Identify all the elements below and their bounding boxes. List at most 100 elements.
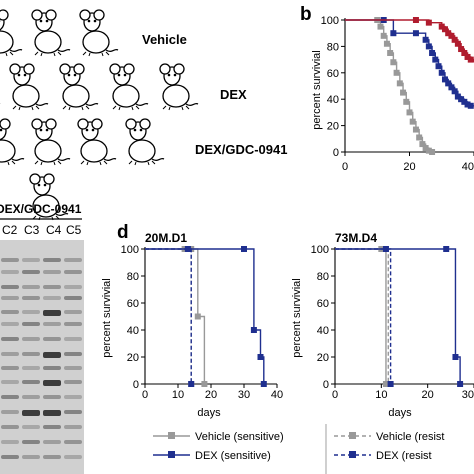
x-tick-label: 10 xyxy=(375,389,387,401)
mouse-icons xyxy=(0,9,199,221)
survival-marker xyxy=(393,69,400,76)
survival-marker xyxy=(241,246,247,252)
x-tick-label: 40 xyxy=(271,389,283,401)
y-axis-label: percent survivial xyxy=(291,278,303,357)
gel-band xyxy=(64,410,82,414)
panel-label-d: d xyxy=(117,222,129,243)
y-axis-label: percent survivial xyxy=(311,50,323,129)
gel-band xyxy=(43,366,61,370)
mouse-icon xyxy=(29,173,69,221)
mouse-icon xyxy=(109,63,149,111)
survival-marker xyxy=(457,381,464,387)
y-axis-label: percent survivial xyxy=(101,278,113,357)
survival-marker xyxy=(380,32,387,39)
gel-image xyxy=(0,240,84,474)
survival-marker xyxy=(441,76,448,83)
gel-band xyxy=(22,310,40,314)
gel-band xyxy=(43,322,61,326)
gel-band xyxy=(43,455,61,459)
survival-marker xyxy=(412,126,419,133)
gel-lane-label: C5 xyxy=(66,223,82,237)
survival-marker xyxy=(432,56,439,63)
survival-marker xyxy=(454,93,461,100)
x-axis-label: days xyxy=(388,407,412,419)
y-tick-label: 40 xyxy=(327,94,339,106)
survival-series-line xyxy=(335,248,461,384)
gel-band xyxy=(64,322,82,326)
survival-marker xyxy=(184,246,191,252)
gel-band xyxy=(22,425,40,429)
legend-item: DEX (resist xyxy=(334,450,432,462)
survival-marker xyxy=(451,36,458,43)
y-tick-label: 0 xyxy=(323,379,329,391)
gel-band xyxy=(22,380,40,384)
mouse-icon xyxy=(79,9,119,57)
x-tick-label: 0 xyxy=(332,389,338,401)
gel-band xyxy=(1,270,19,274)
survival-marker xyxy=(422,145,429,152)
x-tick-label: 30 xyxy=(238,389,250,401)
gel-band xyxy=(64,258,82,262)
mouse-icon xyxy=(9,63,49,111)
x-tick-label: 20 xyxy=(422,389,434,401)
mouse-cartoon-panel: Vehicle DEX DEX/GDC-0941 xyxy=(0,9,287,221)
survival-series-line xyxy=(145,248,192,384)
survival-series-line xyxy=(335,248,389,384)
survival-marker xyxy=(416,134,423,141)
gel-band xyxy=(22,366,40,370)
gel-band xyxy=(43,285,61,289)
mouse-icon xyxy=(0,9,23,57)
gel-band xyxy=(1,380,19,384)
x-tick-label: 20 xyxy=(403,161,415,173)
gel-band xyxy=(22,337,40,341)
gel-band xyxy=(1,410,19,414)
survival-marker xyxy=(419,141,426,148)
survival-marker xyxy=(445,30,452,37)
survival-chart-b: percent survivial 0 20 40 60 80 100 0 20 40 xyxy=(311,15,474,173)
x-tick-label: 20 xyxy=(205,389,217,401)
gel-band xyxy=(43,258,61,262)
x-tick-label: 30 xyxy=(462,389,474,401)
survival-marker xyxy=(445,80,452,87)
survival-marker xyxy=(461,98,468,105)
mouse-icon xyxy=(159,63,199,111)
survival-marker xyxy=(438,23,445,30)
x-tick-label: 40 xyxy=(462,161,474,173)
gel-lane-label: C3 xyxy=(24,223,40,237)
survival-marker xyxy=(461,50,468,56)
legend-marker xyxy=(168,432,175,439)
survival-marker xyxy=(382,246,389,252)
y-tick-label: 80 xyxy=(317,271,329,283)
survival-marker xyxy=(464,101,471,108)
survival-marker xyxy=(448,84,455,91)
x-tick-label: 0 xyxy=(342,161,348,173)
y-tick-label: 80 xyxy=(127,271,139,283)
survival-marker xyxy=(429,149,436,155)
gel-band xyxy=(43,395,61,399)
survival-marker xyxy=(464,53,471,60)
survival-marker xyxy=(425,19,432,26)
gel-band xyxy=(1,310,19,314)
survival-marker xyxy=(452,354,459,360)
survival-chart-20m-d1: 20M.D1 percent survivial days 0 20 40 60 80 1… xyxy=(101,231,283,419)
group-label-dex: DEX xyxy=(220,87,247,102)
survival-marker xyxy=(448,32,455,39)
gel-band xyxy=(22,270,40,274)
gel-band xyxy=(22,322,40,326)
y-tick-label: 20 xyxy=(327,121,339,133)
gel-band xyxy=(1,258,19,262)
survival-marker xyxy=(400,89,407,96)
x-tick-label: 0 xyxy=(142,389,148,401)
gel-band xyxy=(43,352,61,358)
mouse-icon xyxy=(31,118,71,166)
survival-marker xyxy=(441,26,448,33)
gel-band xyxy=(1,322,19,326)
gel-band xyxy=(43,440,61,444)
survival-marker xyxy=(435,63,442,70)
legend: Vehicle (sensitive) Vehicle (resist DEX … xyxy=(153,424,444,474)
mouse-icon xyxy=(59,63,99,111)
survival-marker xyxy=(422,36,429,43)
legend-label: DEX (sensitive) xyxy=(195,450,271,462)
gel-band xyxy=(1,425,19,429)
